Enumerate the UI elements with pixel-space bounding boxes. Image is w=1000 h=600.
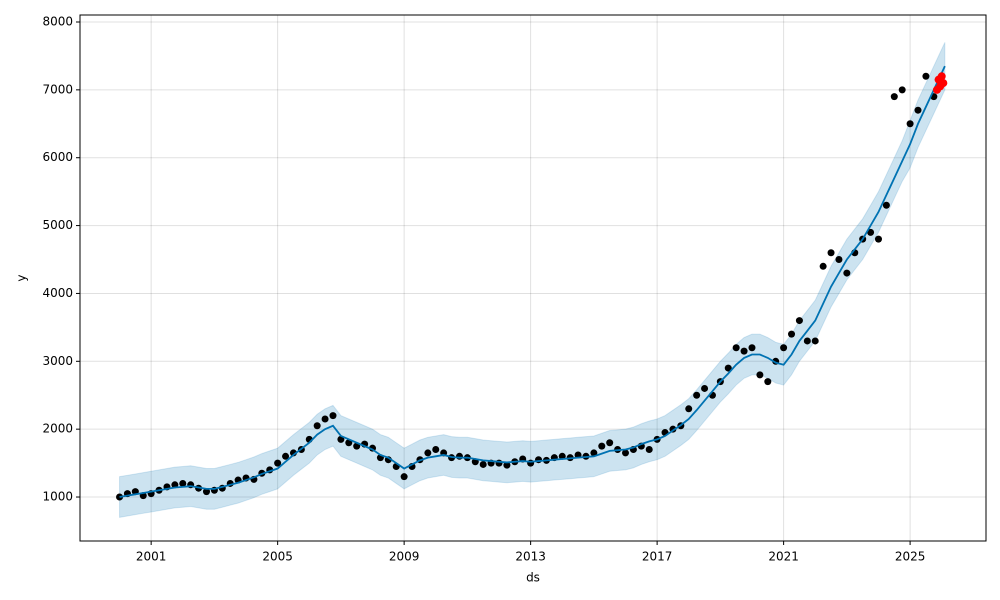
observed-point xyxy=(424,449,432,457)
observed-point xyxy=(795,317,803,325)
x-tick-label: 2009 xyxy=(389,550,420,564)
observed-point xyxy=(329,412,337,420)
observed-point xyxy=(202,488,210,496)
observed-point xyxy=(764,378,772,386)
observed-point xyxy=(606,439,614,447)
y-tick-label: 4000 xyxy=(42,286,73,300)
x-tick-label: 2025 xyxy=(895,550,926,564)
observed-point xyxy=(432,446,440,454)
observed-point xyxy=(724,364,732,372)
y-tick-label: 7000 xyxy=(42,82,73,96)
plot-frame xyxy=(79,14,987,542)
observed-point xyxy=(621,449,629,457)
observed-point xyxy=(898,86,906,94)
observed-point xyxy=(598,442,606,450)
observed-point xyxy=(685,405,693,413)
observed-point xyxy=(503,461,511,469)
observed-point xyxy=(803,337,811,345)
x-axis-label: ds xyxy=(526,571,540,585)
observed-point xyxy=(400,473,408,481)
observed-point xyxy=(756,371,764,379)
highlight-point xyxy=(937,72,946,81)
x-tick-label: 2017 xyxy=(642,550,673,564)
observed-point xyxy=(906,120,914,128)
y-tick-label: 6000 xyxy=(42,150,73,164)
observed-point xyxy=(922,72,930,80)
observed-point xyxy=(843,269,851,277)
y-tick-label: 5000 xyxy=(42,218,73,232)
observed-point xyxy=(590,449,598,457)
forecast-line xyxy=(119,65,946,498)
observed-point xyxy=(740,347,748,355)
x-tick-label: 2021 xyxy=(768,550,799,564)
observed-point xyxy=(788,330,796,338)
observed-point xyxy=(874,235,882,243)
observed-point xyxy=(455,452,463,460)
x-tick-label: 2001 xyxy=(136,550,167,564)
observed-point xyxy=(282,452,290,460)
observed-point xyxy=(811,337,819,345)
observed-point xyxy=(321,415,329,423)
observed-point xyxy=(780,344,788,352)
x-tick-label: 2013 xyxy=(515,550,546,564)
observed-point xyxy=(748,344,756,352)
observed-point xyxy=(179,479,187,487)
observed-point xyxy=(732,344,740,352)
x-tick-label: 2005 xyxy=(262,550,293,564)
observed-point xyxy=(867,228,875,236)
uncertainty-band xyxy=(119,42,946,518)
observed-point xyxy=(313,422,321,430)
observed-point xyxy=(693,391,701,399)
y-tick-label: 2000 xyxy=(42,422,73,436)
observed-point xyxy=(914,106,922,114)
observed-point xyxy=(835,256,843,264)
observed-point xyxy=(645,446,653,454)
observed-point xyxy=(890,93,898,101)
y-tick-label: 8000 xyxy=(42,14,73,28)
y-axis-label: y xyxy=(15,274,29,281)
observed-point xyxy=(274,459,282,467)
observed-point xyxy=(479,460,487,468)
observed-point xyxy=(701,384,709,392)
y-tick-label: 1000 xyxy=(42,490,73,504)
observed-point xyxy=(827,249,835,257)
observed-point xyxy=(882,201,890,209)
observed-point xyxy=(819,262,827,270)
y-tick-label: 3000 xyxy=(42,354,73,368)
highlight-point xyxy=(939,79,948,88)
